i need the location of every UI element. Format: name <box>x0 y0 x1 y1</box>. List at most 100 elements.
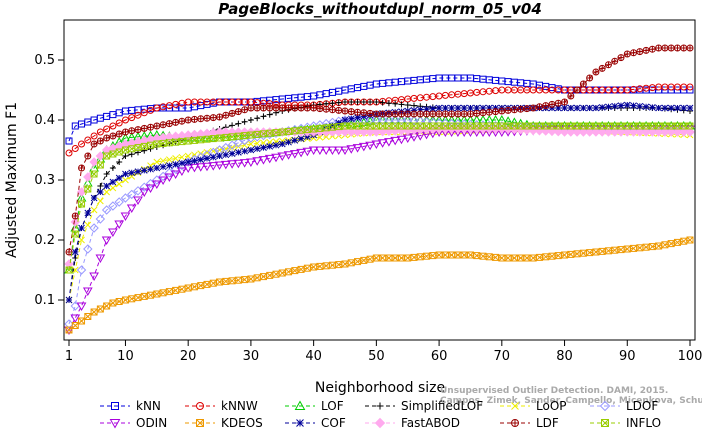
star-marker <box>548 104 556 112</box>
plus-marker <box>348 99 355 105</box>
diamond-marker <box>127 189 137 200</box>
star-marker <box>140 167 148 174</box>
triangle-down-marker <box>101 236 112 246</box>
star-marker <box>329 122 336 130</box>
circle-plus-marker <box>165 120 173 128</box>
star-marker <box>448 104 455 112</box>
circle-plus-marker <box>661 44 669 52</box>
circle-plus-marker <box>234 108 242 116</box>
circle-plus-marker <box>303 104 311 112</box>
star-marker <box>178 159 186 167</box>
star-marker <box>573 104 581 112</box>
circle-plus-marker <box>466 110 474 118</box>
circle-marker <box>140 109 148 117</box>
circle-plus-marker <box>510 106 518 114</box>
diamond-filled-marker <box>603 127 614 137</box>
circle-plus-marker <box>529 104 537 112</box>
circle-marker <box>121 116 129 124</box>
star-marker <box>166 162 173 169</box>
triangle-down-marker <box>109 419 121 429</box>
star-marker <box>479 104 487 112</box>
diamond-marker <box>365 115 375 125</box>
x-tick-label: 20 <box>180 349 197 364</box>
diamond-filled-marker <box>610 127 620 137</box>
circle-marker <box>71 145 79 152</box>
star-marker <box>429 105 437 112</box>
plus-marker <box>342 99 348 105</box>
x-marker <box>172 155 179 162</box>
circle-plus-marker <box>335 106 343 114</box>
triangle-down-marker <box>195 163 206 172</box>
circle-plus-marker <box>517 105 525 113</box>
diamond-marker <box>83 244 93 254</box>
star-marker <box>260 144 267 151</box>
diamond-filled-marker <box>76 187 87 197</box>
circle-plus-marker <box>598 64 606 72</box>
x-marker <box>222 145 230 153</box>
series-odin <box>64 125 695 336</box>
square-x-marker <box>686 122 694 130</box>
star-marker <box>592 104 600 112</box>
plus-marker <box>360 99 367 105</box>
triangle-down-marker <box>283 151 294 160</box>
square-x-marker <box>441 122 449 130</box>
circle-plus-marker <box>328 106 336 114</box>
circle-marker <box>147 106 155 114</box>
star-marker <box>442 104 449 112</box>
circle-plus-marker <box>172 118 180 126</box>
circle-plus-marker <box>209 114 217 122</box>
star-marker <box>253 145 261 153</box>
y-axis: 0.1 0.2 0.3 0.4 0.5 <box>34 53 64 308</box>
triangle-down-marker <box>145 184 156 194</box>
diamond-filled-marker <box>95 151 106 161</box>
series-kdeos <box>65 236 694 334</box>
plus-marker <box>335 99 342 106</box>
star-marker <box>247 146 255 154</box>
y-tick-label: 0.4 <box>34 113 55 128</box>
diamond-filled-marker <box>622 127 632 137</box>
circle-plus-marker <box>134 126 142 134</box>
square-x-marker <box>71 230 79 238</box>
star-marker <box>203 155 211 162</box>
star-marker <box>216 152 223 160</box>
diamond-marker <box>120 193 131 203</box>
circle-plus-marker <box>366 109 374 117</box>
circle-plus-marker <box>611 57 619 65</box>
series-inflo <box>65 122 694 274</box>
circle-plus-marker <box>441 110 449 118</box>
circle-plus-marker <box>423 110 431 118</box>
diamond-filled-marker <box>359 127 369 137</box>
circle-plus-marker <box>322 105 330 113</box>
diamond-filled-marker <box>679 127 689 137</box>
star-marker <box>147 165 154 173</box>
x-tick-label: 10 <box>117 349 134 364</box>
star-marker <box>197 156 205 163</box>
circle-plus-marker <box>636 48 644 56</box>
square-x-marker <box>96 305 104 313</box>
series-loop <box>65 125 694 304</box>
x-marker <box>253 140 261 147</box>
circle-plus-marker <box>247 104 255 112</box>
square-x-marker <box>686 236 694 244</box>
series-line <box>68 47 690 253</box>
star-marker <box>360 113 368 120</box>
star-marker <box>159 163 167 171</box>
circle-plus-marker <box>241 106 249 114</box>
star-marker <box>623 101 631 109</box>
triangle-down-marker <box>82 287 93 297</box>
star-marker <box>278 140 286 148</box>
legend-item: KDEOS <box>185 416 263 430</box>
square-x-marker <box>523 254 531 262</box>
circle-plus-marker <box>310 104 318 112</box>
plus-marker <box>109 165 116 171</box>
diamond-marker <box>377 115 388 125</box>
diamond-filled-marker <box>685 127 695 137</box>
star-marker <box>492 104 499 112</box>
star-marker <box>65 296 73 304</box>
star-marker <box>435 104 443 112</box>
star-marker <box>649 104 656 111</box>
diamond-filled-marker <box>591 127 601 137</box>
y-tick-label: 0.5 <box>34 53 55 68</box>
x-tick-label: 100 <box>678 349 702 364</box>
circle-plus-marker <box>96 137 104 145</box>
